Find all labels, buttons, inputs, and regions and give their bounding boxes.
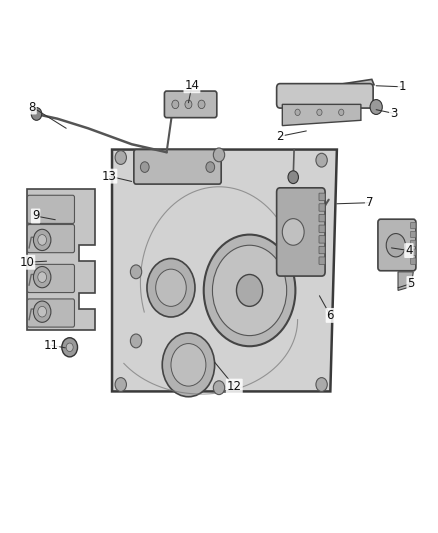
Circle shape <box>185 100 192 109</box>
Circle shape <box>198 100 205 109</box>
Polygon shape <box>112 150 337 391</box>
Circle shape <box>31 108 42 120</box>
Circle shape <box>115 151 127 165</box>
Circle shape <box>295 109 300 116</box>
Circle shape <box>38 306 46 317</box>
Text: 12: 12 <box>227 379 242 393</box>
FancyBboxPatch shape <box>319 225 325 232</box>
Circle shape <box>316 377 327 391</box>
Circle shape <box>339 109 344 116</box>
Text: 9: 9 <box>32 209 39 222</box>
Circle shape <box>62 338 78 357</box>
FancyBboxPatch shape <box>27 224 74 253</box>
Circle shape <box>162 333 215 397</box>
Circle shape <box>171 344 206 386</box>
FancyBboxPatch shape <box>411 258 416 264</box>
Text: 2: 2 <box>276 130 284 143</box>
FancyBboxPatch shape <box>411 240 416 247</box>
Text: 4: 4 <box>405 244 413 257</box>
Text: 10: 10 <box>19 256 34 269</box>
FancyBboxPatch shape <box>319 257 325 264</box>
Circle shape <box>147 259 195 317</box>
FancyBboxPatch shape <box>378 219 416 271</box>
Text: 13: 13 <box>102 169 117 183</box>
Circle shape <box>115 377 127 391</box>
Circle shape <box>33 266 51 288</box>
FancyBboxPatch shape <box>319 204 325 211</box>
FancyBboxPatch shape <box>134 150 221 184</box>
Circle shape <box>386 233 406 257</box>
FancyBboxPatch shape <box>319 246 325 254</box>
Polygon shape <box>27 189 95 330</box>
Circle shape <box>155 269 186 306</box>
Text: 11: 11 <box>43 338 58 352</box>
Text: 6: 6 <box>327 309 334 322</box>
Text: 8: 8 <box>28 101 36 114</box>
Text: 7: 7 <box>366 196 373 209</box>
Circle shape <box>131 334 142 348</box>
FancyBboxPatch shape <box>411 222 416 229</box>
Text: 3: 3 <box>390 107 397 120</box>
Circle shape <box>316 154 327 167</box>
Circle shape <box>66 343 73 352</box>
FancyBboxPatch shape <box>27 195 74 223</box>
Polygon shape <box>283 104 361 126</box>
FancyBboxPatch shape <box>27 299 74 327</box>
Polygon shape <box>398 272 413 290</box>
Circle shape <box>141 162 149 172</box>
FancyBboxPatch shape <box>164 91 217 118</box>
Circle shape <box>212 245 287 336</box>
FancyBboxPatch shape <box>277 188 325 276</box>
Circle shape <box>33 229 51 251</box>
Circle shape <box>213 148 225 162</box>
FancyBboxPatch shape <box>277 84 373 108</box>
Circle shape <box>131 265 142 279</box>
Circle shape <box>204 235 295 346</box>
Circle shape <box>213 381 225 394</box>
Circle shape <box>317 109 322 116</box>
FancyBboxPatch shape <box>411 249 416 255</box>
Polygon shape <box>278 79 374 99</box>
FancyBboxPatch shape <box>319 214 325 222</box>
Text: 5: 5 <box>407 277 415 290</box>
Circle shape <box>38 272 46 282</box>
FancyBboxPatch shape <box>27 264 74 293</box>
Circle shape <box>38 235 46 245</box>
Circle shape <box>172 100 179 109</box>
Circle shape <box>288 171 298 183</box>
Text: 14: 14 <box>184 79 199 92</box>
FancyBboxPatch shape <box>319 193 325 200</box>
Circle shape <box>206 162 215 172</box>
Circle shape <box>237 274 263 306</box>
Circle shape <box>33 301 51 322</box>
Circle shape <box>283 219 304 245</box>
Circle shape <box>370 100 382 115</box>
Text: 1: 1 <box>399 80 406 93</box>
FancyBboxPatch shape <box>411 231 416 238</box>
FancyBboxPatch shape <box>319 236 325 243</box>
